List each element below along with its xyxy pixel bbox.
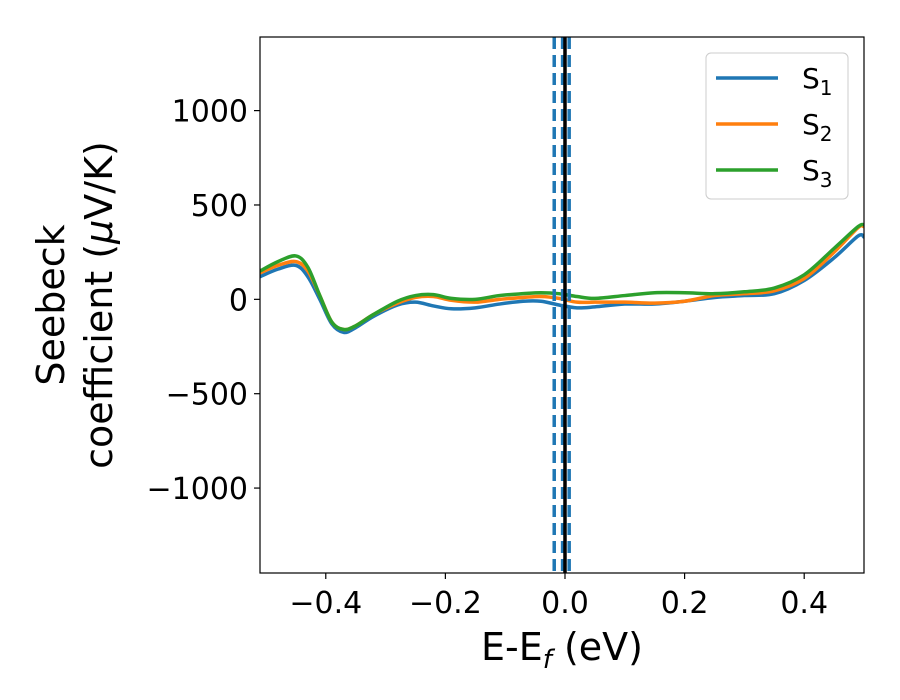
x-tick-label: 0.0 (541, 586, 589, 621)
series-line-s3 (260, 222, 864, 332)
axes-frame (259, 36, 865, 574)
legend-label-s3: S3 (802, 154, 833, 192)
x-axis-label-main: E-E (481, 625, 543, 669)
y-axis-label: Seebeck coefficient (μV/K) (29, 141, 121, 469)
y-axis-label-mu: μ (77, 220, 121, 245)
legend-label-s2: S2 (802, 108, 833, 146)
y-axis-label-text: coefficient ( (77, 244, 121, 469)
x-axis-label: E-Ef (eV) (481, 625, 643, 675)
legend-label-s1: S1 (802, 62, 833, 100)
y-tick-label: −500 (166, 378, 248, 413)
y-tick-label: −1000 (147, 472, 248, 507)
y-tick-label: 0 (229, 283, 248, 318)
legend: S1 S2 S3 (705, 52, 849, 200)
x-tick-label: −0.2 (409, 586, 482, 621)
x-tick-label: 0.4 (780, 586, 828, 621)
y-tick-label: 1000 (172, 95, 248, 130)
y-axis-label-line1: Seebeck (29, 224, 73, 385)
y-axis-label-unit: V/K) (77, 141, 121, 220)
y-tick-label: 500 (191, 189, 248, 224)
y-axis-label-line2: coefficient (μV/K) (77, 141, 121, 469)
legend-box (705, 52, 849, 200)
x-tick-label: 0.2 (661, 586, 709, 621)
x-tick-label: −0.4 (289, 586, 362, 621)
x-axis-label-unit: (eV) (552, 625, 643, 669)
